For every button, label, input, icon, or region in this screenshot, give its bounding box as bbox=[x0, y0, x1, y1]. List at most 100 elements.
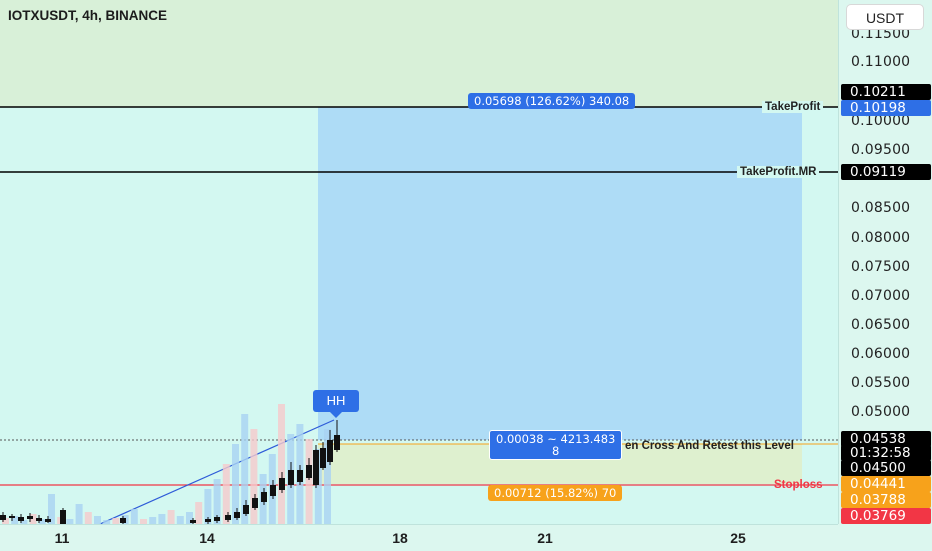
volume-bars bbox=[2, 404, 331, 524]
axis-corner bbox=[838, 524, 932, 550]
entry-level-tag: 0.04500 bbox=[841, 460, 931, 476]
candle-body bbox=[279, 478, 285, 490]
candle-body bbox=[0, 515, 6, 520]
volume-bar bbox=[195, 502, 203, 524]
volume-bar bbox=[38, 519, 46, 524]
symbol-legend[interactable]: IOTXUSDT, 4h, BINANCE bbox=[8, 8, 168, 23]
volume-bar bbox=[241, 414, 249, 524]
candle-body bbox=[45, 519, 51, 522]
candle-body bbox=[270, 485, 276, 496]
candle-body bbox=[327, 440, 333, 462]
candle-body bbox=[288, 470, 294, 485]
volume-bar bbox=[103, 520, 111, 524]
entry-note-label: en Cross And Retest this Level bbox=[625, 440, 794, 452]
time-tick: 11 bbox=[54, 530, 70, 546]
candle-body bbox=[261, 492, 267, 502]
target-info-box[interactable]: 0.05698 (126.62%) 340.08 bbox=[468, 93, 636, 109]
volume-bar bbox=[324, 429, 331, 524]
time-tick: 25 bbox=[730, 530, 746, 546]
take-profit-tag: 0.10198 bbox=[841, 100, 931, 116]
price-axis[interactable]: 0.11500 0.11000 0.10000 0.09500 0.08500 … bbox=[838, 0, 932, 524]
last-price-tag: 0.04538 bbox=[841, 431, 931, 447]
candle-body bbox=[320, 448, 326, 468]
candle-body bbox=[243, 505, 249, 514]
time-axis[interactable]: 11 14 18 21 25 bbox=[0, 524, 838, 551]
price-tick: 0.05000 bbox=[851, 404, 911, 420]
candle-body bbox=[9, 516, 15, 518]
upper-zone bbox=[0, 0, 838, 107]
volume-bar bbox=[112, 518, 120, 524]
orange-level-tag: 0.03788 bbox=[841, 492, 931, 508]
trend-line[interactable] bbox=[99, 419, 335, 524]
mid-info-line2: 8 bbox=[552, 444, 560, 458]
volume-bar bbox=[213, 479, 221, 524]
volume-bar bbox=[167, 510, 175, 524]
mid-info-line1: 0.00038 ~ 4213.483 bbox=[496, 432, 616, 446]
volume-bar bbox=[186, 512, 193, 524]
time-tick: 18 bbox=[392, 530, 408, 546]
candle-body bbox=[27, 516, 33, 519]
price-chart[interactable] bbox=[0, 0, 838, 524]
volume-bar bbox=[140, 519, 147, 524]
chart-area[interactable]: IOTXUSDT, 4h, BINANCE TakeProfit TakePro… bbox=[0, 0, 838, 524]
volume-bar bbox=[250, 429, 258, 524]
candle-body bbox=[205, 519, 211, 522]
candle-body bbox=[190, 520, 196, 523]
stop-info-box[interactable]: 0.00712 (15.82%) 70 bbox=[488, 485, 623, 501]
price-tick: 0.10000 bbox=[851, 113, 911, 129]
volume-bar bbox=[278, 404, 285, 524]
currency-button[interactable]: USDT bbox=[846, 4, 924, 30]
candle-body bbox=[214, 517, 220, 521]
candle-body bbox=[234, 512, 240, 518]
take-profit-mr-label: TakeProfit.MR bbox=[737, 166, 820, 178]
volume-bar bbox=[75, 504, 83, 524]
candle-body bbox=[225, 515, 231, 520]
price-tick: 0.05500 bbox=[851, 375, 911, 391]
volume-bar bbox=[94, 516, 101, 524]
stoploss-label: Stoploss bbox=[774, 479, 823, 491]
volume-bar bbox=[48, 494, 55, 524]
time-tick: 21 bbox=[537, 530, 553, 546]
volume-bar bbox=[66, 519, 74, 524]
volume-bar bbox=[158, 514, 166, 524]
price-tick: 0.11500 bbox=[851, 26, 911, 42]
price-tick: 0.07500 bbox=[851, 259, 911, 275]
candle-body bbox=[60, 510, 66, 524]
price-tick: 0.11000 bbox=[851, 54, 911, 70]
price-tick: 0.07000 bbox=[851, 288, 911, 304]
volume-bar bbox=[20, 520, 28, 524]
volume-bar bbox=[84, 512, 92, 524]
volume-bar bbox=[11, 516, 19, 524]
volume-bar bbox=[232, 444, 239, 524]
mid-info-box[interactable]: 0.00038 ~ 4213.483 8 bbox=[489, 430, 623, 460]
candle-body bbox=[334, 435, 340, 450]
target-zone[interactable] bbox=[318, 107, 802, 440]
take-profit-mr-tag: 0.09119 bbox=[841, 164, 931, 180]
volume-bar bbox=[176, 516, 184, 524]
candles bbox=[0, 420, 340, 524]
candle-body bbox=[252, 498, 258, 508]
stop-loss-tag: 0.04441 bbox=[841, 476, 931, 492]
candle-body bbox=[36, 518, 42, 521]
price-tick: 0.06500 bbox=[851, 317, 911, 333]
candle-body bbox=[306, 465, 312, 478]
candle-body bbox=[297, 470, 303, 482]
price-tick: 0.09500 bbox=[851, 142, 911, 158]
red-low-tag: 0.03769 bbox=[841, 508, 931, 524]
take-profit-label: TakeProfit bbox=[762, 101, 824, 113]
hh-marker[interactable]: HH bbox=[313, 390, 359, 418]
volume-bar bbox=[149, 517, 157, 524]
countdown-tag: 01:32:58 bbox=[841, 445, 931, 461]
time-tick: 14 bbox=[199, 530, 215, 546]
volume-bar bbox=[305, 439, 313, 524]
volume-bar bbox=[222, 464, 230, 524]
volume-bar bbox=[314, 449, 322, 524]
candle-body bbox=[313, 450, 319, 485]
volume-bar bbox=[130, 509, 138, 524]
candle-body bbox=[120, 518, 126, 523]
volume-bar bbox=[29, 514, 37, 524]
tp-high-tag: 0.10211 bbox=[841, 84, 931, 100]
price-tick: 0.06000 bbox=[851, 346, 911, 362]
volume-bar bbox=[204, 489, 212, 524]
price-tick: 0.08000 bbox=[851, 230, 911, 246]
